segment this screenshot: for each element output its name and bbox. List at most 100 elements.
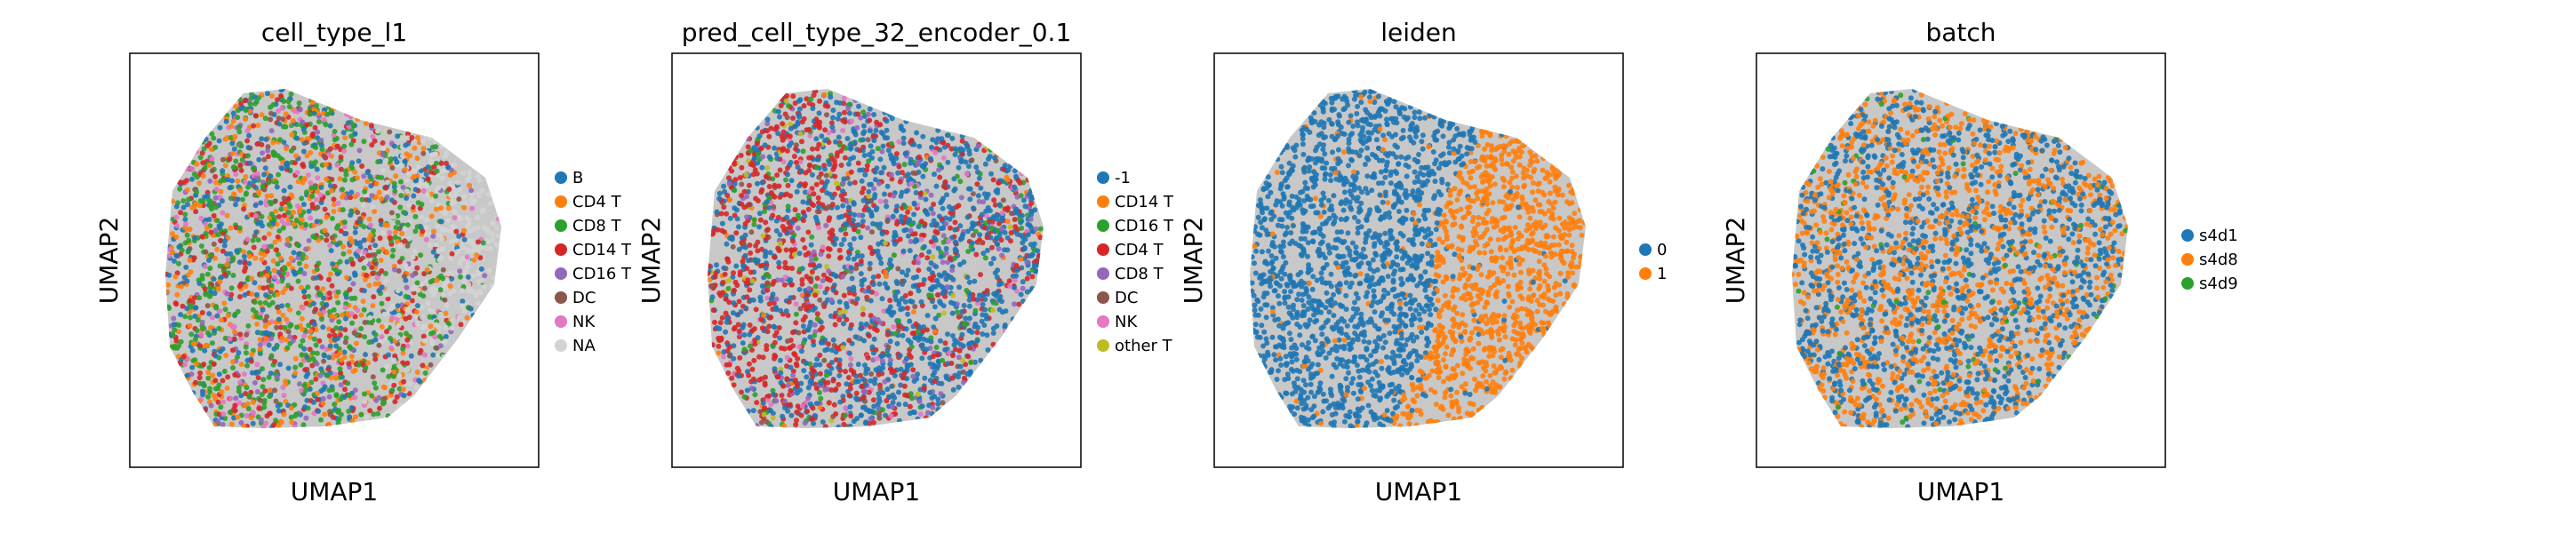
scatter-point (213, 204, 220, 211)
scatter-point (758, 189, 764, 195)
scatter-point (287, 184, 293, 190)
scatter-point (1028, 200, 1035, 206)
scatter-point (747, 243, 753, 248)
scatter-point (427, 243, 433, 249)
scatter-point (288, 192, 294, 198)
scatter-point (800, 209, 806, 215)
scatter-point (964, 171, 970, 177)
scatter-point (464, 254, 470, 260)
scatter-point (458, 322, 464, 328)
scatter-point (420, 362, 426, 369)
scatter-point (822, 166, 828, 172)
scatter-point (444, 302, 450, 308)
scatter-point (204, 226, 210, 231)
scatter-point (318, 185, 324, 190)
scatter-point (428, 152, 435, 158)
scatter-point (881, 164, 887, 171)
scatter-point (266, 221, 272, 227)
scatter-point (991, 197, 997, 203)
scatter-point (725, 259, 732, 265)
scatter-point (344, 111, 349, 117)
scatter-point (884, 386, 891, 393)
scatter-point (255, 375, 261, 381)
scatter-point (362, 320, 368, 325)
scatter-point (929, 222, 935, 228)
scatter-point (255, 123, 261, 128)
scatter-point (171, 315, 177, 322)
scatter-point (459, 288, 465, 294)
scatter-point (941, 310, 947, 316)
scatter-point (260, 306, 266, 313)
scatter-point (893, 279, 900, 284)
scatter-point (448, 256, 454, 262)
scatter-point (220, 210, 226, 216)
scatter-point (197, 343, 203, 349)
scatter-point (281, 139, 287, 146)
scatter-point (396, 313, 402, 318)
scatter-point (200, 325, 205, 331)
scatter-point (394, 159, 400, 165)
scatter-point (339, 357, 344, 363)
scatter-point (762, 142, 768, 148)
scatter-point (338, 411, 344, 418)
scatter-point (328, 248, 334, 254)
scatter-point (908, 222, 915, 227)
scatter-point (900, 375, 906, 381)
scatter-point (805, 206, 812, 212)
scatter-point (928, 192, 934, 198)
scatter-point (240, 196, 245, 203)
scatter-point (166, 306, 172, 311)
scatter-point (192, 295, 197, 301)
scatter-point (418, 178, 424, 184)
scatter-point (275, 305, 281, 311)
scatter-point (350, 369, 356, 375)
scatter-point (764, 287, 771, 293)
scatter-point (828, 387, 835, 393)
scatter-point (840, 203, 846, 209)
scatter-point (220, 230, 227, 236)
scatter-point (182, 217, 188, 222)
scatter-point (299, 315, 305, 322)
scatter-point (826, 253, 832, 259)
scatter-point (732, 324, 738, 330)
scatter-point (456, 314, 462, 321)
scatter-point (781, 346, 788, 352)
scatter-point (179, 283, 184, 290)
scatter-point (780, 121, 786, 127)
scatter-point (1018, 291, 1024, 298)
scatter-point (784, 354, 790, 361)
scatter-point (392, 309, 398, 315)
scatter-point (932, 171, 937, 178)
scatter-point (788, 121, 794, 127)
scatter-point (794, 418, 799, 424)
scatter-point (734, 282, 740, 289)
scatter-point (211, 241, 217, 247)
scatter-point (277, 362, 284, 368)
scatter-point (404, 306, 411, 313)
scatter-point (412, 228, 419, 235)
scatter-point (845, 161, 852, 167)
scatter-point (210, 372, 216, 378)
scatter-point (287, 203, 293, 210)
scatter-point (905, 267, 911, 274)
scatter-point (830, 166, 836, 172)
scatter-point (836, 142, 843, 148)
scatter-point (306, 237, 312, 243)
scatter-point (399, 163, 405, 169)
scatter-point (988, 260, 994, 266)
scatter-point (905, 311, 911, 317)
scatter-point (235, 115, 241, 121)
scatter-point (301, 333, 308, 339)
scatter-point (233, 202, 238, 208)
scatter-point (456, 233, 462, 239)
scatter-point (207, 386, 212, 392)
scatter-point (449, 238, 455, 244)
scatter-point (964, 214, 971, 220)
scatter-point (469, 240, 476, 246)
scatter-point (1012, 168, 1018, 174)
scatter-point (236, 225, 243, 231)
scatter-point (224, 290, 230, 297)
scatter-point (369, 393, 375, 399)
scatter-point (404, 337, 411, 343)
scatter-point (896, 389, 901, 395)
